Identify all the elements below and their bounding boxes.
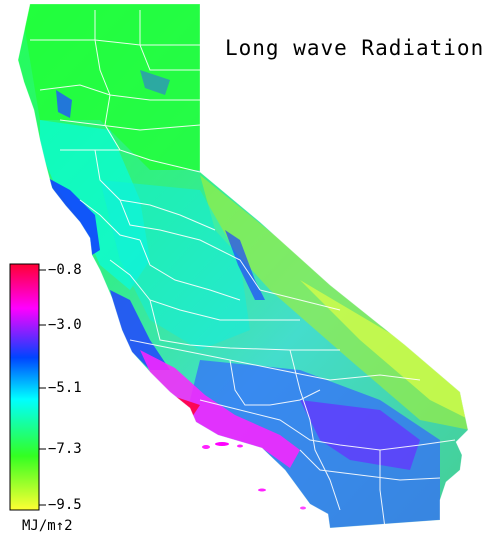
legend-tick-label: −9.5 <box>48 497 82 513</box>
legend-tick-label: −5.1 <box>48 380 82 396</box>
county-lines <box>30 10 456 529</box>
legend-tick-label: −0.8 <box>48 262 82 278</box>
legend-units-label: MJ/m↑2 <box>22 518 73 534</box>
legend-tick-label: −3.0 <box>48 317 82 333</box>
legend-ticks <box>39 269 46 506</box>
legend-colorbar <box>9 263 40 511</box>
channel-islands <box>202 442 306 510</box>
legend-tick-label: −7.3 <box>48 441 82 457</box>
map-title: Long wave Radiation <box>225 36 485 60</box>
